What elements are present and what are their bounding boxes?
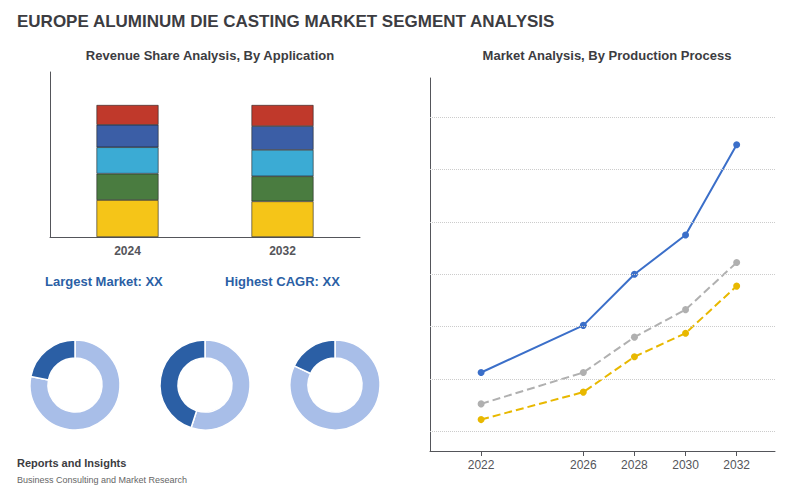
svg-text:Revenue Share Analysis, By App: Revenue Share Analysis, By Application xyxy=(86,48,334,63)
svg-text:EUROPE ALUMINUM DIE CASTING MA: EUROPE ALUMINUM DIE CASTING MARKET SEGME… xyxy=(17,12,554,31)
svg-text:Highest CAGR: XX: Highest CAGR: XX xyxy=(225,274,340,289)
svg-text:2032: 2032 xyxy=(723,458,750,472)
svg-text:Market Analysis, By Production: Market Analysis, By Production Process xyxy=(483,48,732,63)
svg-text:2022: 2022 xyxy=(468,458,495,472)
svg-text:2026: 2026 xyxy=(570,458,597,472)
svg-text:Reports and Insights: Reports and Insights xyxy=(17,457,126,469)
svg-text:2028: 2028 xyxy=(621,458,648,472)
svg-text:Business Consulting and Market: Business Consulting and Market Research xyxy=(17,475,187,485)
svg-text:2032: 2032 xyxy=(269,244,296,258)
svg-text:Largest Market: XX: Largest Market: XX xyxy=(45,274,163,289)
svg-text:2024: 2024 xyxy=(114,244,141,258)
svg-text:2030: 2030 xyxy=(672,458,699,472)
